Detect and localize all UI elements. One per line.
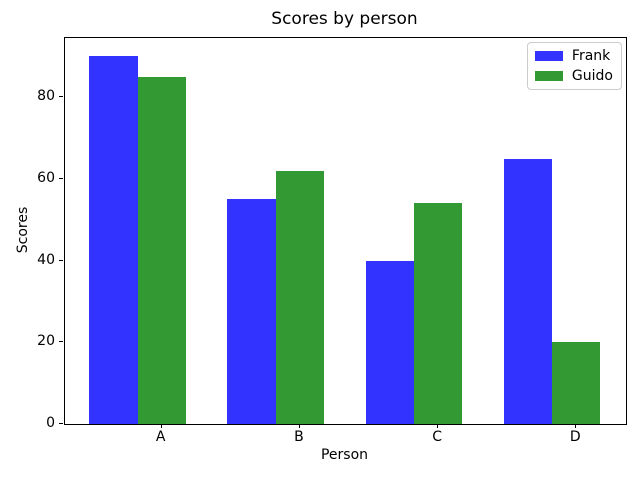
y-tick-mark-80 bbox=[59, 96, 63, 98]
bar-frank-a bbox=[89, 56, 138, 424]
y-tick-label-40: 40 bbox=[37, 251, 55, 268]
chart-title: Scores by person bbox=[271, 9, 418, 29]
y-tick-label-80: 80 bbox=[37, 88, 55, 105]
legend-entry-guido: Guido bbox=[534, 68, 613, 84]
legend: Frank Guido bbox=[526, 42, 622, 90]
x-axis-label: Person bbox=[320, 447, 369, 463]
bar-frank-b bbox=[227, 199, 276, 424]
x-tick-label-b: B bbox=[294, 429, 304, 445]
y-tick-label-20: 20 bbox=[37, 333, 55, 350]
bar-guido-a bbox=[137, 76, 186, 424]
y-tick-mark-40 bbox=[59, 259, 63, 261]
legend-swatch-guido bbox=[534, 71, 563, 81]
x-tick-label-c: C bbox=[432, 429, 442, 445]
bar-frank-c bbox=[365, 260, 414, 424]
x-tick-label-d: D bbox=[569, 429, 581, 445]
y-tick-mark-0 bbox=[59, 423, 63, 424]
y-tick-label-60: 60 bbox=[37, 169, 55, 186]
legend-label-frank: Frank bbox=[571, 48, 611, 64]
legend-swatch-frank bbox=[534, 51, 563, 61]
legend-label-guido: Guido bbox=[571, 68, 613, 84]
bar-guido-b bbox=[275, 170, 325, 424]
plot-area: Frank Guido bbox=[64, 37, 627, 425]
x-tick-label-a: A bbox=[155, 429, 166, 445]
y-tick-label-0: 0 bbox=[46, 415, 55, 431]
bar-frank-d bbox=[503, 158, 553, 424]
y-axis-label: Scores bbox=[15, 206, 31, 254]
bars-layer bbox=[65, 38, 626, 424]
y-tick-mark-60 bbox=[59, 177, 63, 179]
bar-guido-c bbox=[413, 203, 463, 424]
bar-guido-d bbox=[552, 342, 601, 424]
legend-entry-frank: Frank bbox=[534, 48, 613, 64]
y-tick-mark-20 bbox=[59, 341, 63, 343]
